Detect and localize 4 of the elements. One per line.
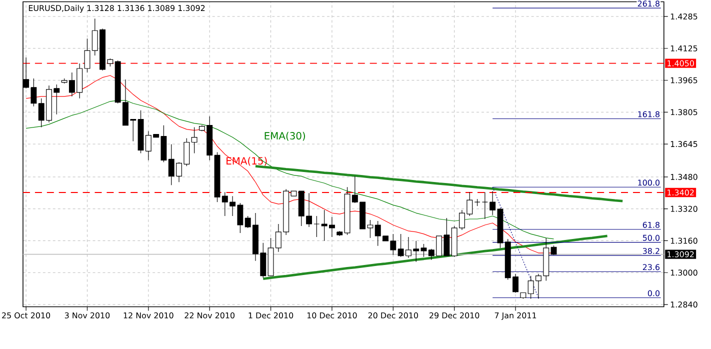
candlestick — [191, 127, 198, 154]
series-label: EMA(30) — [264, 132, 305, 141]
candlestick — [482, 192, 488, 220]
line-series — [254, 165, 624, 202]
